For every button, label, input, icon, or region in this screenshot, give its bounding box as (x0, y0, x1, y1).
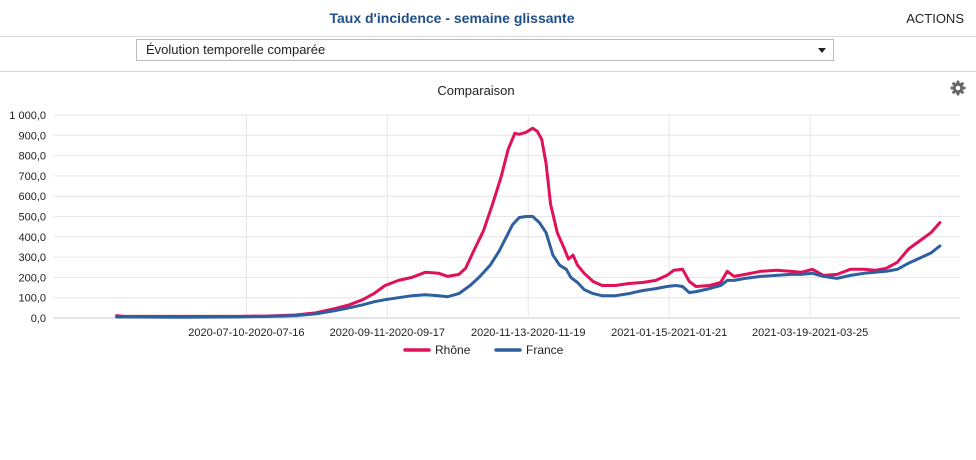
y-tick-label: 600,0 (18, 191, 46, 203)
page-title: Taux d'incidence - semaine glissante (329, 10, 575, 26)
y-tick-label: 1 000,0 (9, 110, 46, 122)
actions-button[interactable]: ACTIONS (906, 11, 964, 26)
chevron-down-icon (818, 48, 826, 53)
y-tick-label: 0,0 (31, 313, 46, 325)
gear-icon[interactable] (950, 80, 966, 96)
x-tick-label: 2020-07-10-2020-07-16 (188, 327, 304, 339)
y-tick-label: 200,0 (18, 272, 46, 284)
top-bar: Taux d'incidence - semaine glissante ACT… (0, 0, 976, 37)
view-select[interactable]: Évolution temporelle comparée (136, 39, 834, 61)
view-toolbar: Évolution temporelle comparée (0, 37, 976, 72)
x-tick-label: 2021-03-19-2021-03-25 (752, 327, 868, 339)
view-select-value: Évolution temporelle comparée (146, 42, 326, 57)
legend-label: France (526, 343, 564, 357)
series-line-france[interactable] (115, 215, 942, 319)
legend-item-rhone[interactable]: Rhône (403, 343, 471, 357)
y-tick-label: 100,0 (18, 293, 46, 305)
x-tick-label: 2021-01-15-2021-01-21 (611, 327, 727, 339)
y-tick-label: 700,0 (18, 171, 46, 183)
x-tick-label: 2020-11-13-2020-11-19 (471, 327, 586, 339)
incidence-chart: Comparaison 0,0 100,0 200,0 300,0 400,0 500,0… (9, 83, 960, 357)
legend-label: Rhône (435, 343, 471, 357)
series-line-rhone[interactable] (115, 126, 942, 318)
y-tick-label: 400,0 (18, 232, 46, 244)
y-tick-label: 900,0 (18, 130, 46, 142)
y-tick-label: 800,0 (18, 151, 46, 163)
legend-item-france[interactable]: France (494, 343, 564, 357)
y-tick-label: 300,0 (18, 252, 46, 264)
y-tick-label: 500,0 (18, 212, 46, 224)
chart-title: Comparaison (437, 83, 514, 98)
x-tick-label: 2020-09-11-2020-09-17 (330, 327, 445, 339)
